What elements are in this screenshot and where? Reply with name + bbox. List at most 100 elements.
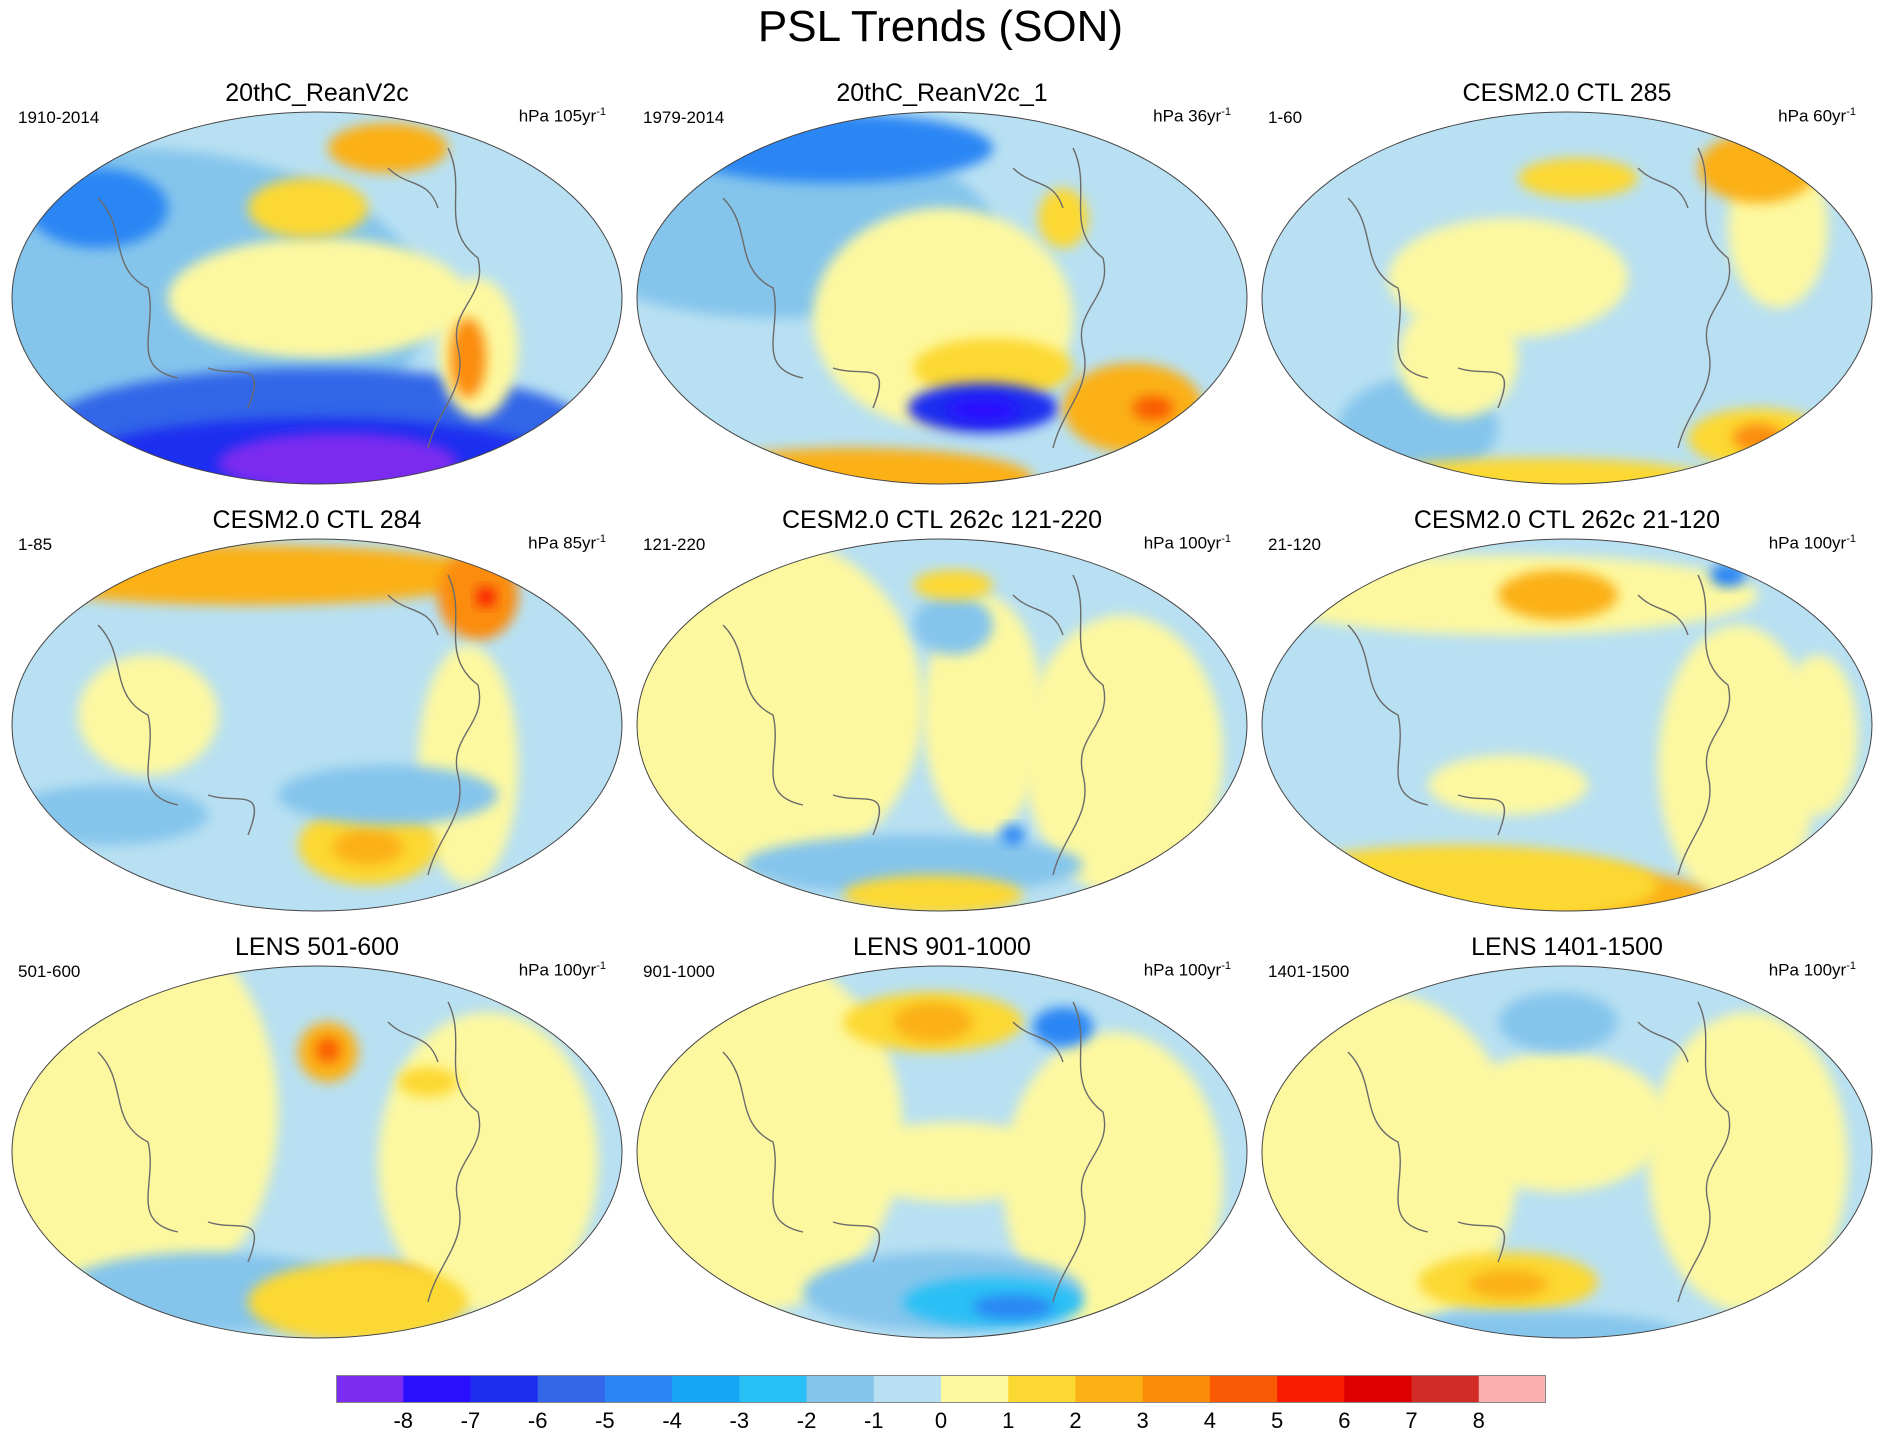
anomaly-region bbox=[1658, 625, 1818, 905]
units-text: hPa 100yr bbox=[518, 960, 597, 980]
colorbar-label: -5 bbox=[595, 1408, 615, 1433]
units-text: hPa 60yr bbox=[1778, 106, 1847, 126]
map-border bbox=[11, 538, 623, 912]
anomaly-region bbox=[1398, 298, 1518, 418]
map-border bbox=[11, 111, 623, 485]
anomaly-region bbox=[1468, 1270, 1548, 1298]
anomaly-region bbox=[1648, 1012, 1848, 1312]
colorbar-label: 5 bbox=[1270, 1408, 1284, 1433]
map-ellipse bbox=[636, 111, 1248, 485]
map-panel: CESM2.0 CTL 284 1-85 hPa 85yr-1 bbox=[8, 505, 626, 915]
anomaly-region bbox=[12, 785, 208, 845]
colorbar-segment bbox=[403, 1375, 471, 1403]
units-exponent: -1 bbox=[596, 960, 606, 972]
colorbar-label: -2 bbox=[796, 1408, 817, 1433]
colorbar bbox=[336, 1375, 1547, 1403]
colorbar-segment bbox=[941, 1375, 1009, 1403]
panel-title: CESM2.0 CTL 262c 21-120 bbox=[1413, 506, 1721, 534]
anomaly-region bbox=[843, 875, 1023, 911]
panel-units: hPa 100yr-1 bbox=[519, 960, 606, 981]
coastline bbox=[97, 147, 481, 449]
colorbar-label: -3 bbox=[729, 1408, 750, 1433]
map-border bbox=[1261, 111, 1873, 485]
map-panel: LENS 1401-1500 1401-1500 hPa 100yr-1 bbox=[1258, 932, 1876, 1342]
colorbar-segment bbox=[1008, 1375, 1076, 1403]
anomaly-region bbox=[418, 645, 518, 885]
colorbar-label: 7 bbox=[1405, 1408, 1418, 1433]
anomaly-region bbox=[973, 1295, 1053, 1319]
colorbar-segment bbox=[1209, 1375, 1278, 1403]
coastline bbox=[722, 147, 1106, 449]
panel-title: LENS 1401-1500 bbox=[1471, 933, 1663, 961]
anomaly-region bbox=[248, 1262, 468, 1338]
colorbar-label: -7 bbox=[460, 1408, 481, 1433]
panel-title: CESM2.0 CTL 284 bbox=[212, 506, 422, 534]
figure-title: PSL Trends (SON) bbox=[757, 2, 1124, 51]
panel-units: hPa 60yr-1 bbox=[1778, 106, 1856, 127]
panel-units: hPa 100yr-1 bbox=[1144, 960, 1231, 981]
colorbar-segment bbox=[1075, 1375, 1144, 1403]
map-ellipse bbox=[1261, 111, 1873, 485]
units-text: hPa 105yr bbox=[518, 106, 597, 126]
anomaly-region bbox=[1448, 1052, 1668, 1192]
colorbar-svg bbox=[336, 1375, 1547, 1403]
colorbar-label: 8 bbox=[1472, 1408, 1485, 1433]
units-text: hPa 36yr bbox=[1153, 106, 1222, 126]
anomaly-region bbox=[843, 1122, 1063, 1202]
anomaly-region bbox=[913, 595, 993, 655]
anomaly-region bbox=[913, 570, 993, 600]
colorbar-segment bbox=[739, 1375, 808, 1403]
units-text: hPa 100yr bbox=[1143, 960, 1222, 980]
panel-period: 1-85 bbox=[18, 535, 53, 554]
colorbar-segment bbox=[470, 1375, 539, 1403]
anomaly-region bbox=[12, 545, 498, 605]
map-panel: LENS 501-600 501-600 hPa 100yr-1 bbox=[8, 932, 626, 1342]
panel-period: 901-1000 bbox=[643, 962, 715, 981]
map-ellipse bbox=[1261, 538, 1873, 912]
panel-units: hPa 100yr-1 bbox=[1144, 533, 1231, 554]
map-panel: CESM2.0 CTL 262c 121-220 121-220 hPa 100yr… bbox=[633, 505, 1251, 915]
coastline bbox=[97, 1001, 481, 1303]
anomaly-region bbox=[398, 1067, 458, 1097]
colorbar-segment bbox=[537, 1375, 606, 1403]
anomaly-region bbox=[1262, 992, 1518, 1332]
colorbar-segment bbox=[1411, 1375, 1480, 1403]
map-border bbox=[636, 965, 1248, 1339]
anomaly-region bbox=[1698, 133, 1818, 203]
anomaly-region bbox=[1428, 755, 1588, 815]
anomaly-region bbox=[1003, 1032, 1223, 1332]
colorbar-label: 6 bbox=[1338, 1408, 1351, 1433]
map-ellipse bbox=[11, 538, 623, 912]
colorbar-segment bbox=[1344, 1375, 1413, 1403]
map-panel: CESM2.0 CTL 285 1-60 hPa 60yr-1 bbox=[1258, 78, 1876, 488]
coastline bbox=[1347, 147, 1731, 449]
colorbar-segment bbox=[336, 1375, 404, 1403]
panel-title: LENS 501-600 bbox=[234, 933, 399, 961]
map-ellipse bbox=[636, 538, 1248, 912]
units-exponent: -1 bbox=[1221, 106, 1231, 118]
colorbar-frame bbox=[336, 1375, 1546, 1403]
anomaly-region bbox=[1368, 458, 1708, 484]
coastline bbox=[97, 574, 481, 876]
colorbar-segment bbox=[1142, 1375, 1211, 1403]
colorbar-label: 4 bbox=[1203, 1408, 1216, 1433]
colorbar-segment bbox=[806, 1375, 875, 1403]
colorbar-label: 1 bbox=[1002, 1408, 1015, 1433]
coastline bbox=[722, 1001, 1106, 1303]
anomaly-region bbox=[913, 338, 1073, 398]
colorbar-label: -8 bbox=[393, 1408, 413, 1433]
panel-units: hPa 100yr-1 bbox=[1769, 960, 1856, 981]
anomaly-region bbox=[450, 318, 486, 398]
map-ellipse bbox=[1261, 965, 1873, 1339]
map-panel: 20thC_ReanV2c 1910-2014 hPa 105yr-1 bbox=[8, 78, 626, 488]
units-exponent: -1 bbox=[1221, 533, 1231, 545]
colorbar-segment bbox=[1277, 1375, 1345, 1403]
colorbar-segment bbox=[873, 1375, 942, 1403]
anomaly-region bbox=[278, 765, 498, 825]
anomaly-region bbox=[316, 1038, 340, 1062]
units-exponent: -1 bbox=[596, 106, 606, 118]
colorbar-segment bbox=[1478, 1375, 1547, 1403]
units-exponent: -1 bbox=[1846, 533, 1856, 545]
anomaly-region bbox=[1498, 992, 1618, 1052]
colorbar-label: 0 bbox=[934, 1408, 948, 1433]
